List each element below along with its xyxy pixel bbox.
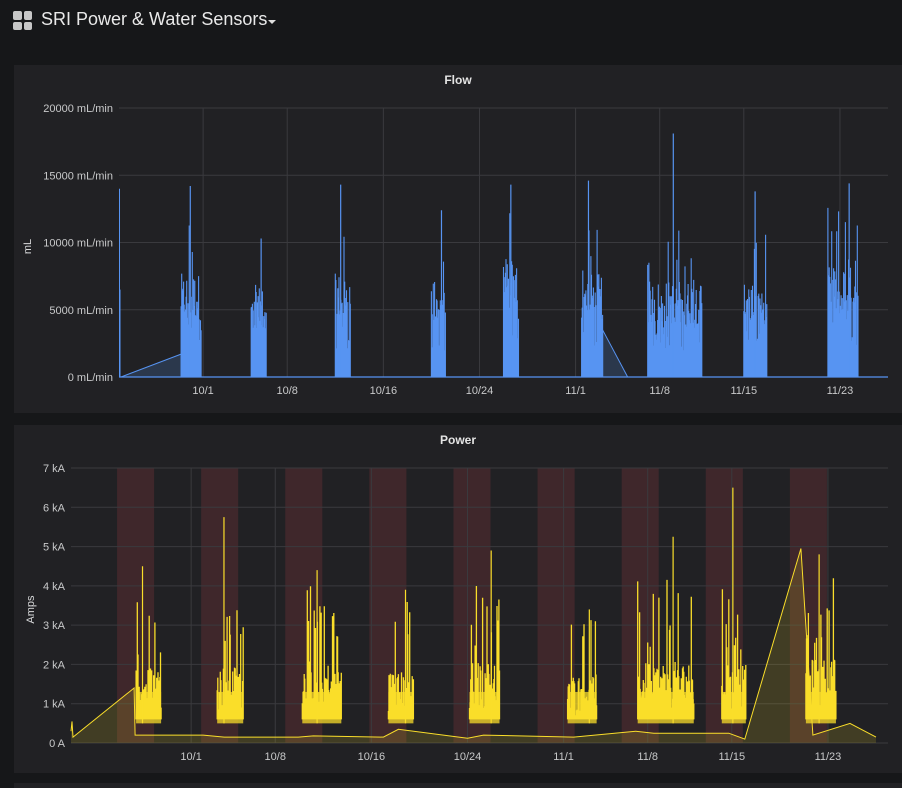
top-bar: SRI Power & Water Sensors [0, 0, 902, 42]
y-tick-label: 1 kA [43, 699, 66, 711]
x-tick-label: 10/8 [277, 385, 298, 397]
burst-body [637, 691, 694, 724]
next-panel-edge [14, 783, 902, 788]
x-tick-label: 10/1 [180, 751, 201, 763]
burst [334, 184, 351, 377]
burst [805, 554, 837, 724]
power-panel: Power 0 A 1 kA 2 kA 3 kA 4 kA 5 kA 6 kA 7 kA 10/… [14, 425, 902, 773]
burst [827, 183, 859, 377]
flow-chart: 0 mL/min 5000 mL/min 10000 mL/min 15000 mL/… [22, 103, 888, 397]
burst-body [136, 691, 162, 724]
lead-in [120, 353, 182, 378]
y-tick-label: 0 mL/min [68, 372, 113, 384]
burst [216, 517, 244, 724]
burst-body [217, 691, 244, 724]
x-tick-label: 10/24 [466, 385, 494, 397]
burst-body [302, 691, 342, 724]
y-axis-label: mL [22, 239, 34, 254]
x-tick-label: 11/1 [565, 385, 586, 397]
burst-bars [827, 207, 859, 377]
y-tick-label: 5000 mL/min [49, 305, 113, 317]
burst [468, 550, 501, 724]
burst-bars [430, 261, 446, 377]
burst-body [567, 691, 597, 724]
burst [566, 609, 598, 724]
series-line [70, 548, 877, 740]
y-tick-label: 3 kA [43, 620, 66, 632]
x-tick-label: 11/15 [730, 385, 757, 397]
x-tick-label: 11/23 [827, 385, 854, 397]
y-tick-label: 2 kA [43, 659, 66, 671]
dashboard-grid-icon[interactable] [13, 11, 33, 31]
burst [430, 210, 446, 377]
burst-bars [250, 284, 267, 377]
burst [647, 133, 703, 377]
burst [387, 589, 415, 724]
panel-title[interactable]: Power [439, 433, 476, 447]
burst-bars [581, 229, 604, 377]
burst [637, 536, 695, 724]
chevron-down-icon[interactable] [268, 20, 276, 24]
y-axis-label: Amps [25, 595, 37, 624]
burst-body [805, 691, 836, 724]
y-tick-label: 10000 mL/min [43, 238, 113, 250]
burst-body [388, 691, 414, 724]
lead-out [602, 329, 629, 378]
burst-bars [334, 236, 351, 377]
y-tick-label: 20000 mL/min [43, 103, 113, 115]
burst [135, 566, 162, 724]
burst [502, 184, 520, 377]
x-tick-label: 11/1 [553, 751, 574, 763]
burst [721, 487, 747, 724]
burst [581, 180, 604, 377]
dashboard-title[interactable]: SRI Power & Water Sensors [41, 9, 268, 29]
burst [180, 186, 202, 377]
burst-bars [743, 234, 768, 377]
burst-body [721, 691, 746, 724]
panel-title[interactable]: Flow [444, 73, 472, 87]
y-tick-label: 4 kA [43, 581, 66, 593]
y-tick-label: 15000 mL/min [43, 170, 113, 182]
series-power [70, 487, 877, 743]
power-chart: 0 A 1 kA 2 kA 3 kA 4 kA 5 kA 6 kA 7 kA 10/1 10/8 1… [25, 463, 888, 763]
x-tick-label: 11/23 [815, 751, 842, 763]
burst-body [469, 691, 500, 724]
x-tick-label: 10/16 [358, 751, 386, 763]
y-tick-label: 5 kA [43, 542, 66, 554]
y-tick-label: 0 A [49, 738, 66, 750]
x-tick-label: 11/8 [649, 385, 670, 397]
x-tick-label: 10/1 [192, 385, 213, 397]
series-flow [119, 133, 888, 378]
x-tick-label: 10/16 [370, 385, 398, 397]
x-tick-label: 11/15 [718, 751, 745, 763]
burst-bars [180, 225, 202, 377]
burst [250, 238, 267, 377]
x-tick-label: 11/8 [637, 751, 658, 763]
x-tick-label: 10/8 [265, 751, 286, 763]
burst [743, 191, 768, 377]
burst [301, 570, 342, 724]
burst-bars [647, 230, 703, 377]
y-tick-label: 7 kA [43, 463, 66, 475]
flow-panel: Flow 0 mL/min 5000 mL/min 10000 mL/min 1500… [14, 65, 902, 413]
x-tick-label: 10/24 [454, 751, 482, 763]
y-tick-label: 6 kA [43, 502, 66, 514]
